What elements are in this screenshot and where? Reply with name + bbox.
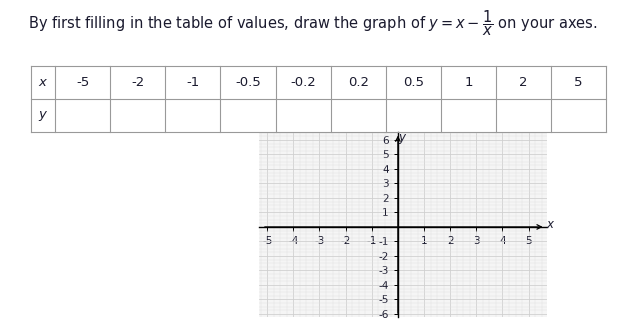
Text: $y$: $y$ [38,109,48,122]
Text: $x$: $x$ [38,76,48,89]
Text: -0.2: -0.2 [290,76,316,89]
Text: 0.2: 0.2 [348,76,369,89]
Text: -2: -2 [131,76,144,89]
Text: By first filling in the table of values, draw the graph of $y = x - \dfrac{1}{x}: By first filling in the table of values,… [28,8,598,38]
Text: 2: 2 [519,76,528,89]
Text: 0.5: 0.5 [402,76,424,89]
Text: $x$: $x$ [546,218,556,231]
Text: -1: -1 [186,76,199,89]
Text: 1: 1 [464,76,472,89]
Text: -0.5: -0.5 [235,76,261,89]
Text: $y$: $y$ [398,132,408,147]
Text: -5: -5 [76,76,89,89]
Text: 5: 5 [574,76,583,89]
